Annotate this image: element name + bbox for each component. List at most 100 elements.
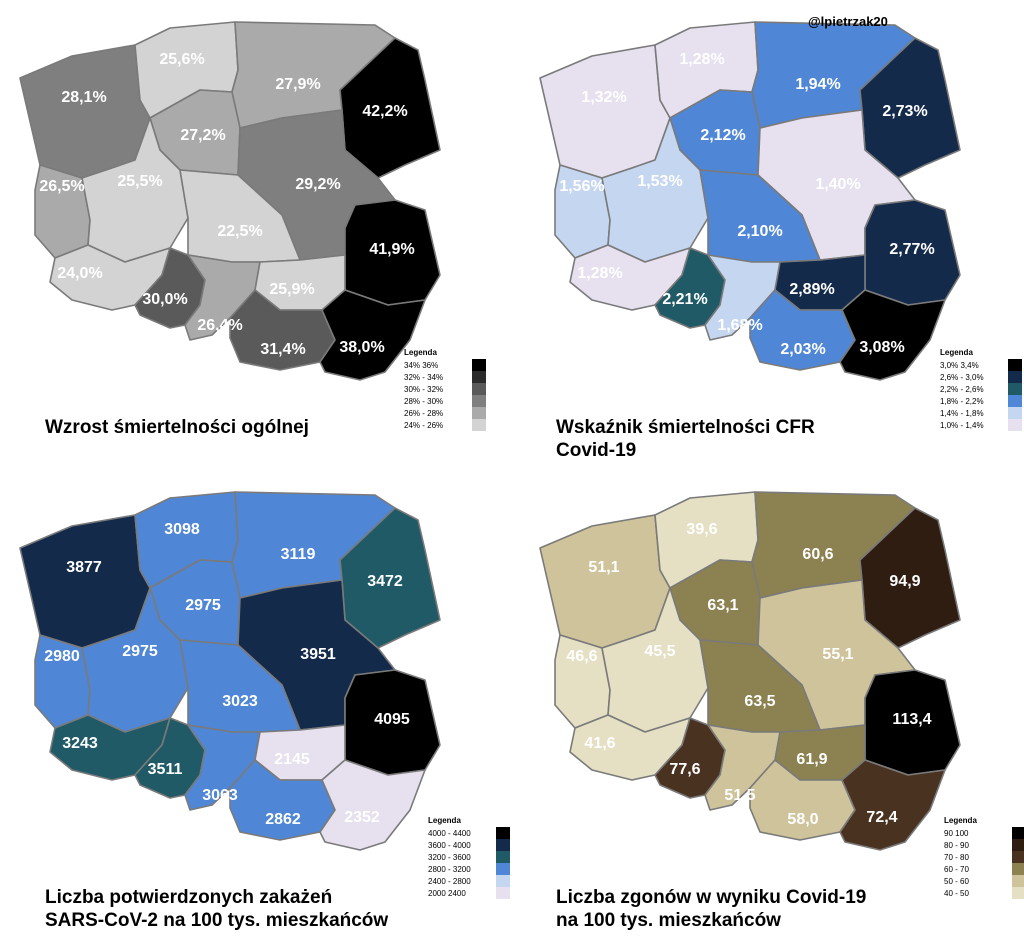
legend-swatch	[496, 875, 510, 887]
title-line: SARS-CoV-2 na 100 tys. mieszkańców	[45, 910, 389, 931]
legend-row: 32% - 34%	[404, 371, 486, 383]
legend-label: 80 - 90	[944, 840, 969, 850]
legend-row: 70 - 80	[944, 851, 1024, 863]
legend-label: 4000 - 4400	[428, 828, 471, 838]
region-value-dolnoslaskie: 1,28%	[577, 265, 622, 282]
region-value-podlaskie: 2,73%	[882, 103, 927, 120]
legend-label: 2,6% - 3,0%	[940, 372, 984, 382]
region-value-mazowieckie: 55,1	[822, 646, 853, 663]
region-value-podlaskie: 42,2%	[362, 103, 407, 120]
legend-swatch	[472, 419, 486, 431]
region-value-dolnoslaskie: 24,0%	[57, 265, 102, 282]
title-total-mortality: Wzrost śmiertelności ogólnej	[45, 416, 309, 439]
region-value-wielkopolskie: 45,5	[644, 643, 675, 660]
region-value-lubelskie: 2,77%	[889, 241, 934, 258]
map-cfr: 1,32% 1,28% 1,94% 2,73% 2,12% 1,56% 1,53% 1,40%…	[539, 21, 961, 381]
region-value-swietokrzyskie: 61,9	[796, 751, 827, 768]
legend-label: 50 - 60	[944, 876, 969, 886]
region-value-opolskie: 30,0%	[142, 291, 187, 308]
map-deaths: 51,1 39,6 60,6 94,9 63,1 46,6 45,5 55,1 63,5 113,…	[539, 491, 961, 851]
region-value-kujawsko-pomorskie: 2975	[185, 597, 221, 614]
title-line: na 100 tys. mieszkańców	[556, 910, 781, 931]
region-value-podkarpackie: 2352	[344, 809, 380, 826]
legend-label: 1,8% - 2,2%	[940, 396, 984, 406]
region-value-mazowieckie: 29,2%	[295, 176, 340, 193]
legend-row: 40 - 50	[944, 887, 1024, 899]
region-malopolskie	[229, 289, 336, 371]
legend-swatch	[1012, 827, 1024, 839]
title-line: Wzrost śmiertelności ogólnej	[45, 417, 309, 438]
region-value-lubuskie: 46,6	[566, 648, 597, 665]
region-value-kujawsko-pomorskie: 2,12%	[700, 127, 745, 144]
region-value-mazowieckie: 3951	[300, 646, 336, 663]
region-malopolskie	[749, 289, 856, 371]
region-value-wielkopolskie: 25,5%	[117, 173, 162, 190]
legend-row: 30% - 32%	[404, 383, 486, 395]
legend-label: 28% - 30%	[404, 396, 444, 406]
legend-row: 3600 - 4000	[428, 839, 510, 851]
legend-label: 1,0% - 1,4%	[940, 420, 984, 430]
region-value-slaskie: 51,5	[724, 787, 755, 804]
region-value-opolskie: 3511	[148, 761, 183, 778]
legend-label: 40 - 50	[944, 888, 969, 898]
region-value-slaskie: 26,4%	[197, 317, 242, 334]
legend-row: 2,6% - 3,0%	[940, 371, 1022, 383]
region-value-swietokrzyskie: 2145	[274, 751, 310, 768]
legend-swatch	[472, 371, 486, 383]
region-value-zachodniopomorskie: 1,32%	[581, 89, 626, 106]
title-line: Liczba zgonów w wyniku Covid-19	[556, 887, 867, 908]
region-value-lodzkie: 2,10%	[737, 223, 782, 240]
legend-row: 4000 - 4400	[428, 827, 510, 839]
region-value-warminsko-mazurskie: 1,94%	[795, 76, 840, 93]
legend-swatch	[472, 359, 486, 371]
region-value-lubelskie: 41,9%	[369, 241, 414, 258]
legend-swatch	[472, 407, 486, 419]
legend-label: 30% - 32%	[404, 384, 444, 394]
legend-deaths: Legenda 90 100 80 - 90 70 - 80 60 - 70 50 - 6…	[944, 816, 1024, 899]
region-value-wielkopolskie: 2975	[122, 643, 158, 660]
title-line: Liczba potwierdzonych zakażeń	[45, 887, 333, 908]
title-cases: Liczba potwierdzonych zakażeń SARS-CoV-2…	[45, 886, 388, 932]
region-value-dolnoslaskie: 41,6	[584, 735, 615, 752]
region-value-lodzkie: 22,5%	[217, 223, 262, 240]
region-value-podlaskie: 3472	[367, 573, 403, 590]
region-value-malopolskie: 2862	[265, 811, 301, 828]
legend-row: 1,4% - 1,8%	[940, 407, 1022, 419]
legend-label: 34% 36%	[404, 360, 439, 370]
legend-label: 60 - 70	[944, 864, 969, 874]
legend-swatch	[1012, 851, 1024, 863]
legend-swatch	[1008, 359, 1022, 371]
region-zachodniopomorskie	[539, 44, 671, 179]
region-slaskie	[704, 254, 781, 341]
region-slaskie	[184, 724, 261, 811]
map-total-mortality: 28,1% 25,6% 27,9% 42,2% 27,2% 26,5% 25,5% 29,2%…	[19, 21, 441, 381]
region-value-lodzkie: 63,5	[744, 693, 775, 710]
region-value-lubuskie: 1,56%	[559, 178, 604, 195]
legend-row: 2000 2400	[428, 887, 510, 899]
region-zachodniopomorskie	[539, 514, 671, 649]
region-value-opolskie: 2,21%	[662, 291, 707, 308]
region-podkarpackie	[319, 759, 426, 851]
region-podkarpackie	[839, 759, 946, 851]
legend-title: Legenda	[944, 816, 977, 825]
legend-label: 26% - 28%	[404, 408, 444, 418]
legend-swatch	[496, 827, 510, 839]
region-podkarpackie	[319, 289, 426, 381]
legend-row: 80 - 90	[944, 839, 1024, 851]
title-cfr: Wskaźnik śmiertelności CFR Covid-19	[556, 416, 815, 462]
legend-swatch	[472, 383, 486, 395]
legend-row: 34% 36%	[404, 359, 486, 371]
legend-swatch	[496, 839, 510, 851]
region-value-lodzkie: 3023	[222, 693, 258, 710]
region-podkarpackie	[839, 289, 946, 381]
region-malopolskie	[229, 759, 336, 841]
title-deaths: Liczba zgonów w wyniku Covid-19 na 100 t…	[556, 886, 866, 932]
title-line: Wskaźnik śmiertelności CFR	[556, 417, 815, 438]
legend-cfr: Legenda 3,0% 3,4% 2,6% - 3,0% 2,2% - 2,6% 1,…	[940, 348, 1022, 431]
map-cases: 3877 3098 3119 3472 2975 2980 2975 3951 3023 4095…	[19, 491, 441, 851]
legend-row: 60 - 70	[944, 863, 1024, 875]
legend-row: 28% - 30%	[404, 395, 486, 407]
region-value-dolnoslaskie: 3243	[62, 735, 98, 752]
region-value-mazowieckie: 1,40%	[815, 176, 860, 193]
